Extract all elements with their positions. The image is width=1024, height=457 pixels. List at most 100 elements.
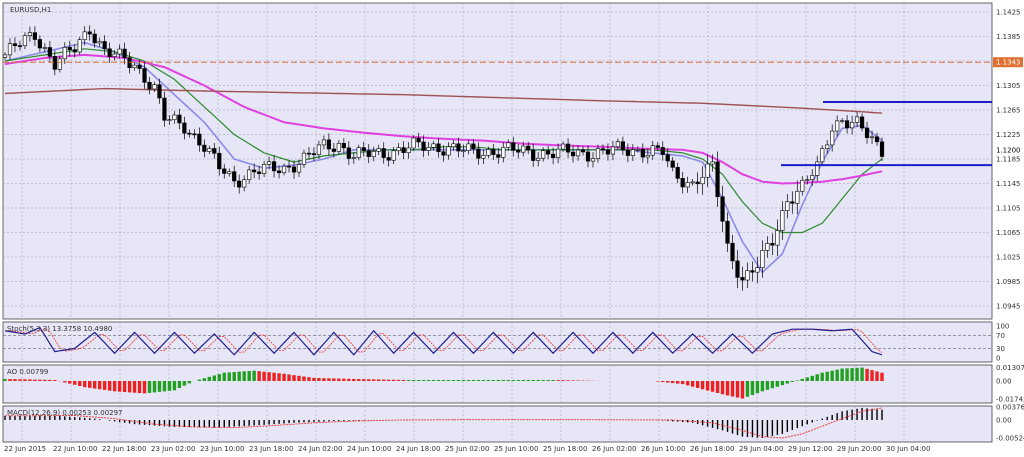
candle-body	[396, 147, 401, 152]
candle-body	[625, 149, 630, 156]
candle-body	[735, 260, 740, 278]
candle-body	[491, 149, 496, 155]
candle-body	[446, 146, 451, 156]
candle-body	[316, 144, 322, 156]
time-tick-label: 22 Jun 2015	[4, 445, 46, 453]
candle-body	[227, 171, 232, 174]
candle-body	[232, 171, 237, 182]
candle-body	[192, 133, 197, 136]
candle-body	[810, 175, 815, 180]
macd-tick-label: 0.00	[996, 417, 1012, 425]
candle-body	[471, 143, 476, 150]
stoch-tick-label: 0	[996, 355, 1000, 363]
candle-body	[286, 165, 292, 168]
price-candles	[2, 25, 885, 291]
candle-body	[725, 220, 730, 244]
time-tick-label: 26 Jun 10:00	[641, 445, 685, 453]
candle-body	[17, 45, 23, 47]
candle-body	[341, 143, 346, 149]
candle-body	[720, 196, 725, 222]
candle-body	[780, 210, 785, 231]
time-tick-label: 29 Jun 20:00	[837, 445, 881, 453]
candle-body	[481, 155, 486, 159]
time-tick-label: 25 Jun 18:00	[543, 445, 587, 453]
candle-body	[217, 153, 222, 170]
candle-body	[740, 277, 745, 281]
candle-body	[854, 116, 860, 123]
macd-tick-label: 0.00376	[996, 403, 1024, 411]
candle-body	[306, 152, 312, 155]
candle-body	[560, 143, 566, 150]
ao-tick-label: -0.01742	[996, 396, 1024, 404]
candle-body	[257, 171, 262, 174]
time-tick-label: 24 Jun 02:00	[298, 445, 342, 453]
price-tick-label: 1.1425	[996, 9, 1021, 17]
candle-body	[630, 149, 635, 156]
candle-body	[511, 142, 516, 151]
candle-body	[187, 132, 192, 135]
long-ma-line	[4, 87, 883, 114]
ao-tick-label: 0.00	[996, 378, 1012, 386]
candle-body	[152, 84, 157, 90]
time-tick-label: 23 Jun 02:00	[151, 445, 195, 453]
price-tick-label: 1.1025	[996, 254, 1021, 262]
candle-body	[590, 158, 596, 162]
price-tick-label: 1.1385	[996, 33, 1021, 41]
candle-body	[87, 31, 92, 35]
candle-body	[167, 119, 172, 121]
candle-body	[32, 32, 37, 40]
time-tick-label: 25 Jun 02:00	[445, 445, 489, 453]
candle-body	[755, 267, 760, 273]
time-tick-label: 24 Jun 10:00	[347, 445, 391, 453]
candle-body	[172, 114, 177, 120]
candle-body	[301, 152, 307, 165]
candle-body	[825, 144, 830, 149]
stoch-tick-label: 70	[996, 332, 1005, 340]
candle-body	[580, 149, 586, 153]
candle-body	[182, 122, 187, 134]
candle-body	[521, 145, 526, 153]
candle-body	[207, 148, 212, 152]
candle-body	[222, 168, 227, 174]
candle-body	[102, 41, 107, 50]
candle-body	[252, 169, 257, 173]
candle-body	[27, 32, 33, 37]
candle-body	[526, 145, 531, 151]
candle-body	[281, 165, 287, 174]
price-levels[interactable]	[3, 61, 992, 167]
candle-body	[72, 49, 77, 53]
current-price-label: 1.1200	[996, 146, 1021, 154]
candle-body	[296, 164, 302, 173]
ao-label: AO 0.00799	[7, 368, 48, 376]
symbol-label: EURUSD,H1	[10, 6, 51, 14]
current-price-label-box	[993, 144, 1023, 155]
candle-body	[12, 43, 18, 46]
candle-body	[655, 145, 660, 148]
candle-body	[237, 180, 242, 188]
level-price-label-box	[993, 57, 1023, 68]
candle-body	[785, 201, 790, 211]
candle-body	[790, 201, 795, 204]
candle-body	[311, 153, 317, 156]
candle-body	[431, 143, 436, 148]
candle-body	[202, 144, 207, 152]
candle-body	[321, 139, 327, 146]
candle-body	[730, 242, 735, 262]
candle-body	[835, 120, 840, 132]
candle-body	[441, 151, 446, 156]
candle-body	[516, 150, 521, 153]
candle-body	[685, 182, 690, 188]
candle-body	[800, 179, 805, 192]
candle-body	[615, 141, 621, 148]
candle-body	[551, 153, 556, 158]
main-panel-bg	[2, 2, 993, 320]
candle-body	[291, 166, 297, 173]
stoch-panel-bg	[2, 321, 993, 363]
candle-body	[869, 136, 875, 139]
candle-body	[620, 141, 625, 151]
candle-body	[2, 54, 8, 58]
candle-body	[850, 122, 855, 129]
time-tick-label: 22 Jun 18:00	[102, 445, 146, 453]
candle-body	[37, 39, 42, 49]
